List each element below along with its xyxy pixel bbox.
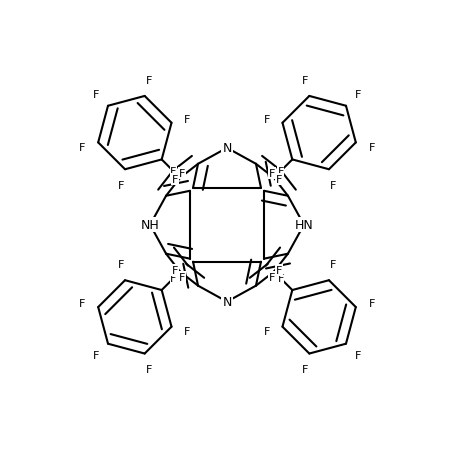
- Text: F: F: [93, 350, 99, 360]
- Text: NH: NH: [141, 219, 159, 232]
- Text: F: F: [93, 90, 99, 100]
- Text: F: F: [146, 364, 152, 374]
- Text: F: F: [277, 274, 284, 284]
- Text: F: F: [170, 274, 177, 284]
- Text: F: F: [172, 266, 178, 276]
- Text: F: F: [277, 167, 284, 177]
- Text: F: F: [178, 272, 185, 282]
- Text: F: F: [269, 168, 276, 178]
- Text: F: F: [263, 326, 270, 336]
- Text: F: F: [276, 266, 282, 276]
- Text: F: F: [263, 114, 270, 124]
- Text: F: F: [79, 298, 85, 308]
- Text: F: F: [369, 142, 375, 152]
- Text: N: N: [222, 295, 232, 308]
- Text: F: F: [330, 181, 336, 191]
- Text: F: F: [79, 142, 85, 152]
- Text: F: F: [302, 76, 308, 86]
- Text: N: N: [222, 142, 232, 155]
- Text: F: F: [172, 175, 178, 185]
- Text: F: F: [355, 350, 361, 360]
- Text: F: F: [269, 272, 276, 282]
- Text: F: F: [355, 90, 361, 100]
- Text: F: F: [330, 260, 336, 270]
- Text: F: F: [276, 175, 282, 185]
- Text: HN: HN: [295, 219, 313, 232]
- Text: F: F: [118, 181, 124, 191]
- Text: F: F: [369, 298, 375, 308]
- Text: F: F: [118, 260, 124, 270]
- Text: F: F: [178, 168, 185, 178]
- Text: F: F: [170, 167, 177, 177]
- Text: F: F: [184, 326, 191, 336]
- Text: F: F: [302, 364, 308, 374]
- Text: F: F: [146, 76, 152, 86]
- Text: F: F: [184, 114, 191, 124]
